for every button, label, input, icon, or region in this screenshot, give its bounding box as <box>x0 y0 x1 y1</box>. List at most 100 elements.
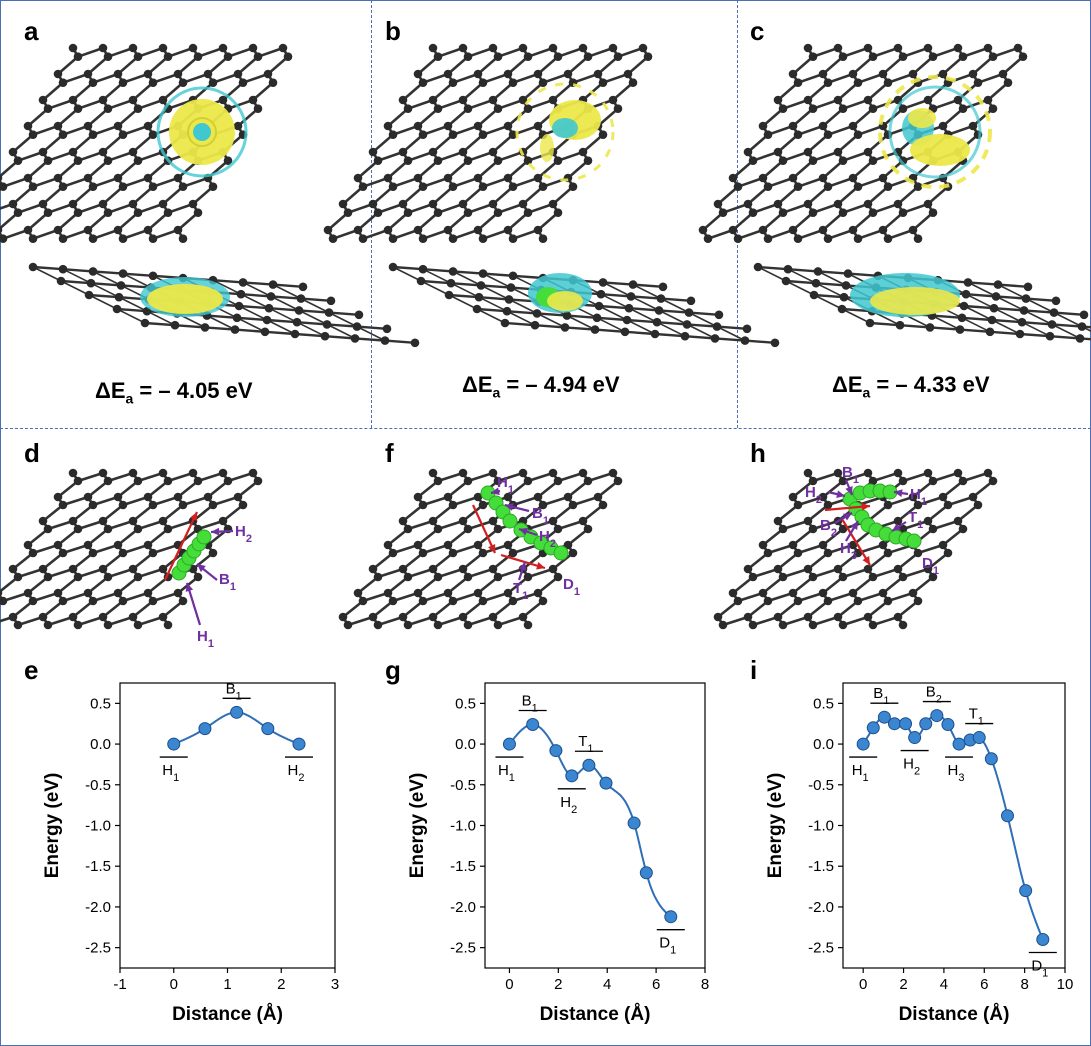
carbon-atom <box>416 276 426 286</box>
x-axis-title: Distance (Å) <box>899 1004 1010 1025</box>
carbon-atom <box>628 280 638 289</box>
carbon-atom <box>620 327 630 337</box>
carbon-atom <box>868 104 878 113</box>
carbon-atom <box>608 43 618 53</box>
carbon-atom <box>23 121 33 131</box>
carbon-atom <box>718 620 728 630</box>
panel-b-top-structure <box>323 43 653 243</box>
x-tick-label: 0 <box>505 976 513 993</box>
panel-a-side-structure <box>28 262 420 348</box>
divider-ab <box>371 0 372 428</box>
y-tick-label: 0.5 <box>813 695 834 712</box>
y-tick-label: -1.0 <box>450 818 476 835</box>
carbon-atom <box>103 52 113 61</box>
y-tick-label: -2.5 <box>808 940 834 957</box>
diffusion-path-arrow-1-head <box>861 502 870 511</box>
carbon-atom <box>413 540 423 550</box>
carbon-atom <box>448 78 458 87</box>
carbon-atom <box>463 620 473 630</box>
data-point <box>639 866 653 880</box>
carbon-atom <box>433 208 443 217</box>
carbon-atom <box>448 182 458 191</box>
carbon-atom <box>626 292 636 301</box>
carbon-atom <box>353 225 363 235</box>
carbon-atom <box>803 564 813 574</box>
carbon-atom <box>193 52 203 61</box>
carbon-atom <box>488 468 498 478</box>
charge-depletion-ring <box>156 86 248 178</box>
carbon-atom <box>472 304 482 314</box>
carbon-atom <box>809 290 819 300</box>
adsorption-energy-b: ΔEa = – 4.94 eV <box>462 372 620 401</box>
carbon-atom <box>563 492 573 502</box>
carbon-atom <box>398 612 408 622</box>
carbon-atom <box>878 173 888 183</box>
carbon-atom <box>413 588 423 598</box>
carbon-atom <box>518 43 528 53</box>
carbon-atom <box>518 199 528 209</box>
carbon-atom <box>148 130 158 139</box>
carbon-atom <box>503 540 513 550</box>
carbon-atom <box>113 121 123 131</box>
carbon-atom <box>173 588 183 598</box>
carbon-atom <box>148 500 158 510</box>
carbon-atom <box>388 182 398 191</box>
carbon-atom <box>368 199 378 209</box>
carbon-atom <box>823 596 833 606</box>
carbon-atom <box>763 234 773 243</box>
carbon-atom <box>613 52 623 61</box>
carbon-atom <box>38 612 48 622</box>
carbon-atom <box>923 95 933 105</box>
carbon-atom <box>178 596 188 606</box>
carbon-atom <box>583 476 593 486</box>
carbon-atom <box>158 199 168 209</box>
carbon-atom <box>643 52 653 61</box>
carbon-atom <box>398 147 408 157</box>
carbon-atom <box>263 69 273 79</box>
carbon-atom <box>898 620 908 630</box>
carbon-atom <box>103 572 113 582</box>
carbon-atom <box>983 95 993 105</box>
carbon-atom <box>133 52 143 61</box>
carbon-atom <box>0 226 3 234</box>
panel-label-c: c <box>750 16 765 46</box>
carbon-atom <box>148 78 158 87</box>
carbon-atom <box>913 548 923 558</box>
carbon-atom <box>803 199 813 209</box>
carbon-atom <box>938 492 948 502</box>
carbon-atom <box>458 43 468 53</box>
state-label: B1 <box>522 693 538 715</box>
carbon-atom <box>458 95 468 105</box>
carbon-atom <box>433 572 443 582</box>
carbon-atom <box>538 182 548 191</box>
state-label: H2 <box>288 762 305 784</box>
carbon-atom <box>623 69 633 79</box>
carbon-atom <box>712 322 722 331</box>
carbon-atom <box>413 69 423 79</box>
carbon-atom <box>838 476 848 486</box>
carbon-atom <box>848 121 858 131</box>
carbon-atom <box>893 612 903 622</box>
carbon-atom <box>0 234 8 243</box>
carbon-atom <box>88 182 98 191</box>
carbon-atom <box>788 588 798 598</box>
carbon-atom <box>596 289 606 299</box>
carbon-atom <box>553 156 563 165</box>
carbon-atom <box>86 278 96 288</box>
carbon-atom <box>508 596 518 606</box>
data-point <box>887 717 901 731</box>
carbon-atom <box>103 156 113 165</box>
carbon-atom <box>758 540 768 550</box>
carbon-atom <box>443 173 453 183</box>
lithium-atom <box>906 533 922 549</box>
carbon-atom <box>128 95 138 105</box>
graphene-lattice <box>698 43 1028 243</box>
carbon-atom <box>433 104 443 113</box>
carbon-atom <box>113 69 123 79</box>
carbon-atom <box>533 69 543 79</box>
carbon-atom <box>476 281 486 290</box>
panel-label-i: i <box>750 655 758 685</box>
carbon-atom <box>118 269 128 278</box>
state-label: T1 <box>578 733 593 755</box>
